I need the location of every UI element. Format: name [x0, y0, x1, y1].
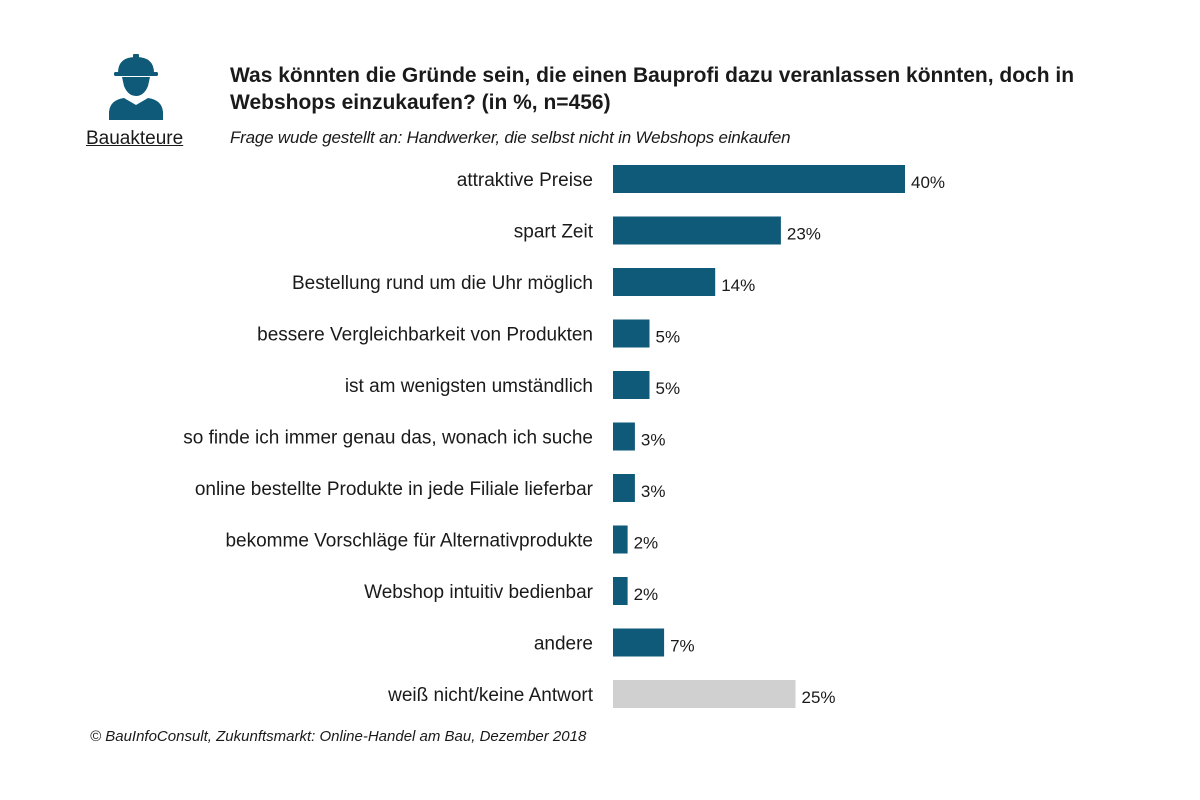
value-label: 5%	[656, 328, 681, 347]
category-label: so finde ich immer genau das, wonach ich…	[183, 428, 593, 449]
value-label: 14%	[721, 276, 755, 295]
bar	[613, 268, 716, 296]
bar	[613, 680, 796, 708]
value-label: 5%	[656, 379, 681, 398]
value-label: 7%	[670, 637, 695, 656]
category-label: andere	[534, 634, 593, 655]
category-label: Webshop intuitiv bedienbar	[364, 582, 594, 603]
category-label: spart Zeit	[514, 222, 594, 243]
category-label: bessere Vergleichbarkeit von Produkten	[257, 325, 593, 346]
value-label: 25%	[802, 688, 836, 707]
value-label: 23%	[787, 225, 821, 244]
category-label: Bestellung rund um die Uhr möglich	[292, 273, 593, 294]
bar	[613, 577, 628, 605]
construction-worker-icon	[109, 54, 163, 120]
bar	[613, 525, 628, 554]
category-label: weiß nicht/keine Antwort	[387, 685, 594, 706]
brand-label: Bauakteure	[86, 128, 184, 149]
category-label: ist am wenigsten umständlich	[345, 376, 593, 397]
bar	[613, 628, 665, 657]
bar	[613, 371, 650, 399]
category-label: bekomme Vorschläge für Alternativprodukt…	[225, 531, 593, 552]
value-label: 2%	[634, 585, 659, 604]
value-label: 3%	[641, 482, 666, 501]
bar	[613, 216, 781, 245]
bar	[613, 319, 650, 348]
category-label: online bestellte Produkte in jede Filial…	[195, 479, 594, 500]
bar	[613, 165, 905, 193]
bar	[613, 474, 635, 502]
chart-subtitle: Frage wude gestellt an: Handwerker, die …	[230, 128, 791, 147]
source-note: © BauInfoConsult, Zukunftsmarkt: Online-…	[90, 728, 587, 745]
category-label: attraktive Preise	[457, 170, 593, 191]
value-label: 2%	[634, 534, 659, 553]
value-label: 3%	[641, 431, 666, 450]
value-label: 40%	[911, 173, 945, 192]
chart-title: Was könnten die Gründe sein, die einen B…	[230, 64, 1075, 114]
bar	[613, 422, 635, 451]
